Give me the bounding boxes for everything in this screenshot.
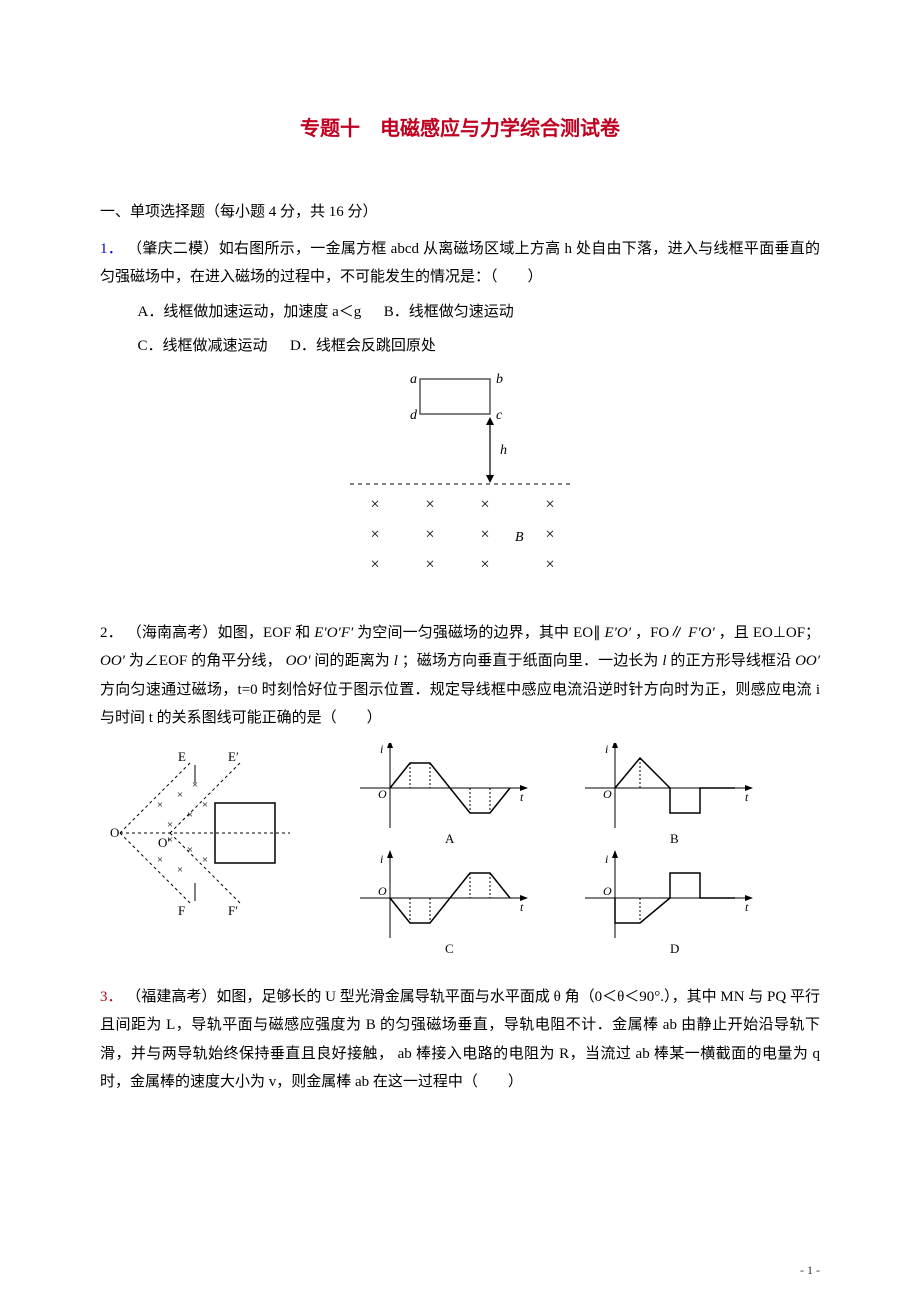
q2-l1: l	[394, 653, 398, 669]
page-number: - 1 -	[800, 1259, 820, 1282]
page-title: 专题十 电磁感应与力学综合测试卷	[100, 110, 820, 148]
svg-text:i: i	[380, 743, 383, 756]
q2-figure-row: ××× ××× ×× ××× O O′ E E′ F F′ i O t	[100, 743, 820, 953]
svg-text:×: ×	[425, 556, 434, 573]
q3-text: （福建高考）如图，足够长的 U 型光滑金属导轨平面与水平面成 θ 角（0＜θ＜9…	[100, 989, 820, 1091]
svg-text:c: c	[496, 408, 503, 423]
svg-text:a: a	[410, 372, 417, 387]
q2-t6: 间的距离为	[314, 653, 393, 669]
q3-stem: 3． （福建高考）如图，足够长的 U 型光滑金属导轨平面与水平面成 θ 角（0＜…	[100, 983, 820, 1097]
svg-text:×: ×	[370, 496, 379, 513]
svg-text:C: C	[445, 941, 454, 953]
svg-text:O: O	[378, 787, 387, 801]
q1-stem: 1． （肇庆二模）如右图所示，一金属方框 abcd 从离磁场区域上方高 h 处自…	[100, 235, 820, 292]
svg-text:E: E	[178, 749, 186, 764]
q1-options-line1: A．线框做加速运动，加速度 a＜g B．线框做匀速运动	[138, 298, 821, 327]
svg-text:F′: F′	[228, 903, 238, 918]
svg-text:t: t	[745, 900, 749, 914]
svg-text:A: A	[445, 831, 455, 846]
svg-text:i: i	[380, 852, 383, 866]
svg-text:×: ×	[202, 854, 208, 866]
q2-t5: 为∠EOF 的角平分线，	[129, 653, 282, 669]
q1-text: （肇庆二模）如右图所示，一金属方框 abcd 从离磁场区域上方高 h 处自由下落…	[100, 241, 820, 286]
q2-t3: ，FO∥	[635, 625, 684, 641]
q2-l2: l	[662, 653, 666, 669]
svg-text:B: B	[670, 831, 679, 846]
q2-t1: （海南高考）如图，EOF 和	[127, 625, 315, 641]
q2-OO2a: OO′	[100, 653, 125, 669]
svg-text:×: ×	[192, 779, 198, 791]
svg-text:E′: E′	[228, 749, 239, 764]
svg-text:O: O	[378, 884, 387, 898]
svg-text:×: ×	[480, 526, 489, 543]
svg-text:i: i	[605, 743, 608, 756]
q1-optB: B．线框做匀速运动	[384, 304, 514, 320]
q2-stem: 2． （海南高考）如图，EOF 和 E′O′F′ 为空间一匀强磁场的边界，其中 …	[100, 619, 820, 733]
svg-text:D: D	[670, 941, 679, 953]
q3-number: 3．	[100, 989, 123, 1005]
svg-text:×: ×	[425, 526, 434, 543]
svg-text:×: ×	[545, 496, 554, 513]
q2-t4: ，且 EO⊥OF；	[719, 625, 820, 641]
svg-text:O: O	[603, 884, 612, 898]
svg-text:×: ×	[187, 844, 193, 856]
svg-text:t: t	[520, 900, 524, 914]
svg-text:×: ×	[157, 799, 163, 811]
svg-text:×: ×	[370, 556, 379, 573]
svg-text:O: O	[603, 787, 612, 801]
q2-OO2c: OO′	[795, 653, 820, 669]
svg-text:×: ×	[202, 799, 208, 811]
svg-text:×: ×	[167, 819, 173, 831]
q2-t8: 的正方形导线框沿	[670, 653, 795, 669]
q2-t9: 方向匀速通过磁场，t=0 时刻恰好位于图示位置．规定导线框中感应电流沿逆时针方向…	[100, 682, 820, 727]
q1-figure: a b d c h × × × × × × × × × × × × B	[330, 369, 590, 589]
svg-text:h: h	[500, 443, 507, 458]
svg-text:×: ×	[480, 496, 489, 513]
svg-text:×: ×	[425, 496, 434, 513]
q1-number: 1．	[100, 241, 123, 257]
svg-text:b: b	[496, 372, 503, 387]
q2-OO2b: OO′	[286, 653, 311, 669]
q2-number: 2．	[100, 625, 123, 641]
svg-text:t: t	[520, 790, 524, 804]
svg-text:×: ×	[157, 854, 163, 866]
q2-t2: 为空间一匀强磁场的边界，其中 EO∥	[357, 625, 604, 641]
q2-EOF2: E′O′F′	[314, 625, 353, 641]
svg-text:×: ×	[370, 526, 379, 543]
q2-FO2: F′O′	[688, 625, 715, 641]
svg-text:B: B	[515, 530, 524, 545]
svg-text:×: ×	[177, 864, 183, 876]
svg-text:i: i	[605, 852, 608, 866]
section-heading: 一、单项选择题（每小题 4 分，共 16 分）	[100, 198, 820, 227]
svg-text:×: ×	[480, 556, 489, 573]
svg-text:F: F	[178, 903, 185, 918]
q2-EO2: E′O′	[604, 625, 631, 641]
q1-optD: D．线框会反跳回原处	[290, 338, 436, 354]
svg-text:O: O	[110, 825, 119, 840]
svg-text:×: ×	[545, 556, 554, 573]
svg-text:t: t	[745, 790, 749, 804]
q2-figure-geometry: ××× ××× ×× ××× O O′ E E′ F F′	[100, 743, 300, 923]
q2-t7: ；磁场方向垂直于纸面向里．一边长为	[402, 653, 663, 669]
svg-text:×: ×	[187, 809, 193, 821]
svg-text:×: ×	[177, 789, 183, 801]
svg-text:O′: O′	[158, 835, 170, 850]
svg-text:×: ×	[545, 526, 554, 543]
q1-optA: A．线框做加速运动，加速度 a＜g	[138, 304, 362, 320]
q2-figure-options: i O t A i O t B	[340, 743, 770, 953]
q1-options-line2: C．线框做减速运动 D．线框会反跳回原处	[138, 332, 821, 361]
svg-text:d: d	[410, 408, 418, 423]
q1-optC: C．线框做减速运动	[138, 338, 268, 354]
